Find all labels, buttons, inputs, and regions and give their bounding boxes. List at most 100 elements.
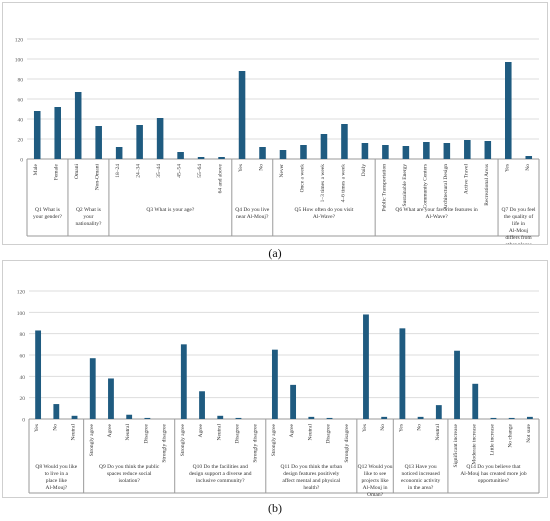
bar [217,415,224,419]
bar [505,62,512,159]
group-label: Q5 How often do you visit Al-Wave? [295,206,354,220]
category-label: 55–64 [197,164,203,178]
bar [199,391,205,419]
group-label: Q10 Do the facilities and design support … [189,463,252,484]
bar [259,147,266,159]
bar [341,124,348,159]
category-label: Neutral [435,424,441,441]
bar [525,156,533,159]
y-tick-label: 20 [18,138,24,144]
group-label: Q6 What are your favorite features in Al-… [395,206,478,220]
y-tick-label: 0 [20,158,23,164]
bar [423,142,430,159]
bar [126,414,133,419]
bar [417,416,424,419]
category-label: Significant increase [452,423,459,467]
category-label: Once a week [299,164,305,193]
bar [271,349,278,419]
category-label: No [380,424,386,431]
category-label: Yes [362,424,368,432]
bar [218,157,225,159]
bar [71,415,78,419]
group-label: Q4 Do you live near Al-Mouj? [235,207,270,220]
chart-a: 0 20 40 60 80 100 120 Male Female Q1 What is your … [15,38,540,255]
category-label: 1–3 times a week [320,164,326,203]
bar [381,416,388,419]
category-label: Yes [34,424,40,432]
bar [95,126,102,159]
category-label: No [52,424,58,431]
bar [326,417,333,419]
bar [197,157,205,159]
category-label: Daily [361,164,367,176]
bar [290,384,297,419]
category-label: Neutral [125,424,131,441]
bar [361,143,369,159]
category-label: 4–6 times a week [340,164,346,203]
group-label: Q1 What is your gender? [33,207,62,220]
category-label: Disagree [143,423,149,443]
bar [300,145,307,159]
y-tick-label: 100 [17,311,26,317]
category-label: Agree [289,423,295,437]
category-label: Agree [107,423,113,437]
y-tick-label: 40 [18,118,24,124]
category-label: Never [279,164,285,178]
category-label: 45–54 [177,164,183,178]
y-tick-label: 80 [18,78,24,84]
group-label: Q7 Do you feel the quality of life in Al-Mo… [501,206,536,244]
y-tick-label: 20 [20,396,26,402]
chart-panel-b: 0 20 40 60 80 100 120 Yes No Neutral Q8 Would you … [2,260,548,498]
bar [53,404,60,419]
bar [180,344,187,419]
y-tick-label: 120 [17,290,26,296]
category-label: Recreational Areas [484,164,490,206]
group-label: Q3 What is your age? [146,207,194,213]
bar [279,150,287,159]
bar [382,145,389,159]
category-label: Strongly disagree [344,423,350,462]
group-label: Q8 Would you like to live in a place like A… [35,464,77,491]
panel-caption-b: (b) [268,501,282,515]
chart-panel-a: 0 20 40 60 80 100 120 Male Female Q1 What is your … [2,2,548,255]
bar [156,118,164,159]
category-label: No change [508,423,514,447]
category-label: Neutral [307,424,313,441]
category-label: Disagree [234,423,240,443]
category-label: Omani [74,164,80,179]
bar [89,358,96,419]
group-label: Q11 Do you think the urban design feature… [280,464,342,491]
category-label: Moderate increase [471,423,477,464]
bar [177,152,184,159]
category-label: No [417,424,423,431]
bar [108,378,114,419]
category-label: No [259,164,265,171]
y-tick-label: 120 [15,38,24,44]
bar [490,417,497,419]
category-label: Yes [398,424,404,432]
category-label: 64 and above [218,163,224,193]
bar [35,330,42,419]
category-label: Non-Omani [95,164,101,191]
category-label: Public Transportation [381,164,387,212]
category-label: Little increase [489,423,495,455]
category-label: 24–34 [136,164,142,178]
bar [443,143,451,159]
category-label: Strongly disagree [253,423,259,462]
bar [320,134,328,159]
category-label: 18–24 [115,164,121,178]
group-label: Q12 Would you like to see projects like Al-… [358,464,393,497]
category-label: Strongly agree [271,423,277,456]
bar [363,314,369,419]
group-label: Q13 Have you noticed increased economic ac… [401,464,440,491]
y-tick-label: 40 [20,375,26,381]
category-label: Yes [238,164,244,172]
bar [464,140,471,159]
category-label: Active Travel [463,164,469,195]
group-label: Q2 What is your nationality? [75,207,102,227]
category-label: Neutral [71,424,77,441]
group-label: Q9 Do you think the public spaces reduce … [99,464,160,484]
panel-caption-a: (a) [268,246,282,260]
bar [402,146,410,159]
category-label: Neutral [216,424,222,441]
